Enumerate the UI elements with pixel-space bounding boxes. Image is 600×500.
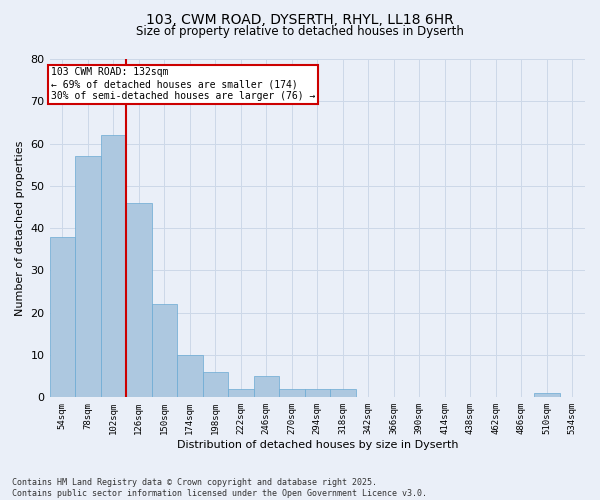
- Bar: [203, 372, 228, 398]
- Text: Contains HM Land Registry data © Crown copyright and database right 2025.
Contai: Contains HM Land Registry data © Crown c…: [12, 478, 427, 498]
- Y-axis label: Number of detached properties: Number of detached properties: [15, 140, 25, 316]
- Bar: [75, 156, 101, 398]
- X-axis label: Distribution of detached houses by size in Dyserth: Distribution of detached houses by size …: [176, 440, 458, 450]
- Bar: [50, 236, 75, 398]
- Text: 103 CWM ROAD: 132sqm
← 69% of detached houses are smaller (174)
30% of semi-deta: 103 CWM ROAD: 132sqm ← 69% of detached h…: [51, 68, 315, 100]
- Bar: [177, 355, 203, 398]
- Text: 103, CWM ROAD, DYSERTH, RHYL, LL18 6HR: 103, CWM ROAD, DYSERTH, RHYL, LL18 6HR: [146, 12, 454, 26]
- Bar: [152, 304, 177, 398]
- Bar: [126, 203, 152, 398]
- Bar: [254, 376, 279, 398]
- Bar: [534, 393, 560, 398]
- Bar: [330, 389, 356, 398]
- Bar: [305, 389, 330, 398]
- Bar: [228, 389, 254, 398]
- Text: Size of property relative to detached houses in Dyserth: Size of property relative to detached ho…: [136, 25, 464, 38]
- Bar: [101, 135, 126, 398]
- Bar: [279, 389, 305, 398]
